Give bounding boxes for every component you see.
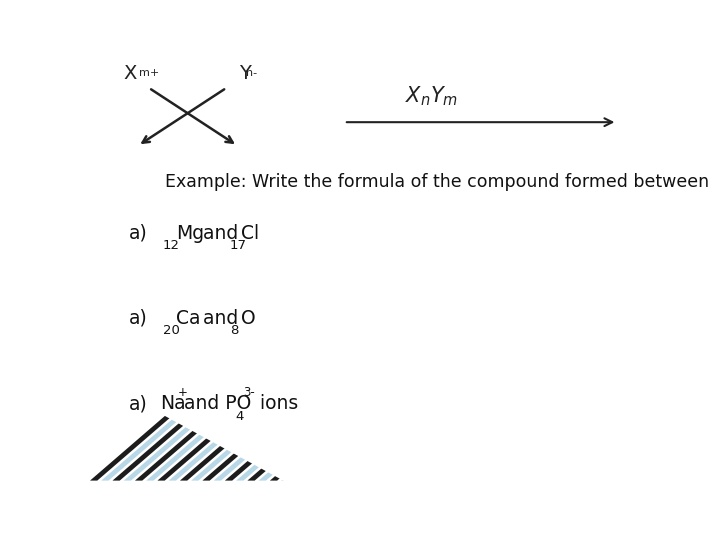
Polygon shape [360,375,490,481]
Text: 8: 8 [230,325,238,338]
Polygon shape [192,375,321,481]
Text: 4: 4 [235,410,244,423]
Text: +: + [178,386,188,400]
Polygon shape [90,354,648,481]
Polygon shape [168,375,299,481]
Polygon shape [338,375,467,481]
Text: Ca: Ca [176,309,201,328]
Polygon shape [214,375,343,481]
Polygon shape [124,375,253,481]
Polygon shape [394,375,523,481]
Text: a): a) [129,394,148,413]
Text: 3-: 3- [243,386,255,400]
Text: Cl: Cl [241,224,259,242]
Text: Na: Na [160,394,185,413]
Text: n-: n- [246,68,257,78]
Text: m+: m+ [139,68,159,78]
Polygon shape [371,375,501,481]
Text: 20: 20 [163,325,179,338]
Text: X: X [123,64,136,83]
Polygon shape [158,375,287,481]
Polygon shape [90,65,648,375]
Polygon shape [112,375,243,481]
Polygon shape [292,375,423,481]
Polygon shape [348,375,479,481]
Polygon shape [326,375,456,481]
Text: Y: Y [239,64,251,83]
Text: $X_nY_m$: $X_nY_m$ [405,85,459,109]
Text: a): a) [129,309,148,328]
Polygon shape [281,375,411,481]
Polygon shape [258,375,389,481]
Polygon shape [90,375,220,481]
Text: a): a) [129,224,148,242]
Polygon shape [382,375,513,481]
Polygon shape [102,375,231,481]
Text: O: O [241,309,256,328]
Text: 12: 12 [163,239,179,252]
Polygon shape [146,375,276,481]
Polygon shape [270,375,400,481]
Polygon shape [248,375,377,481]
Polygon shape [225,375,355,481]
Text: Example: Write the formula of the compound formed between: Example: Write the formula of the compou… [166,173,709,191]
Polygon shape [180,375,310,481]
Text: ions: ions [254,394,298,413]
Polygon shape [135,375,265,481]
Text: Mg: Mg [176,224,204,242]
Text: and PO: and PO [184,394,251,413]
Text: and: and [197,309,244,328]
Polygon shape [202,375,333,481]
Text: 17: 17 [230,239,247,252]
Text: and: and [197,224,244,242]
Polygon shape [315,375,445,481]
Polygon shape [236,375,366,481]
Polygon shape [304,375,433,481]
